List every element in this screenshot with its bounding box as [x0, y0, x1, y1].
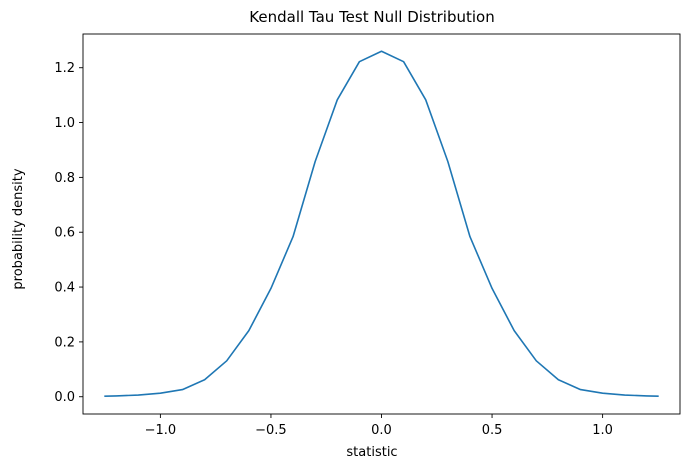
y-tick-label: 0.0 — [54, 390, 75, 405]
axis-ticks: −1.0 −0.5 0.0 0.5 1.0 0.0 0.2 0.4 0.6 0.8 1.0 1.2 — [54, 61, 613, 438]
x-tick-label: 0.5 — [482, 423, 503, 438]
y-tick-label: 0.8 — [54, 171, 75, 186]
y-axis-label: probability density — [11, 168, 26, 289]
plot-frame — [82, 33, 681, 415]
y-tick-label: 0.6 — [54, 226, 75, 241]
x-tick-label: −1.0 — [145, 423, 177, 438]
x-axis-label: statistic — [346, 445, 397, 460]
y-tick-label: 1.2 — [54, 61, 75, 76]
x-tick-label: 0.0 — [371, 423, 392, 438]
chart-title: Kendall Tau Test Null Distribution — [249, 8, 494, 26]
series-line-0 — [104, 50, 659, 397]
x-tick-label: 1.0 — [592, 423, 613, 438]
plot-area — [82, 33, 681, 415]
y-tick-label: 0.2 — [54, 335, 75, 350]
y-tick-label: 0.4 — [54, 281, 75, 296]
y-tick-label: 1.0 — [54, 116, 75, 131]
x-tick-label: −0.5 — [255, 423, 287, 438]
